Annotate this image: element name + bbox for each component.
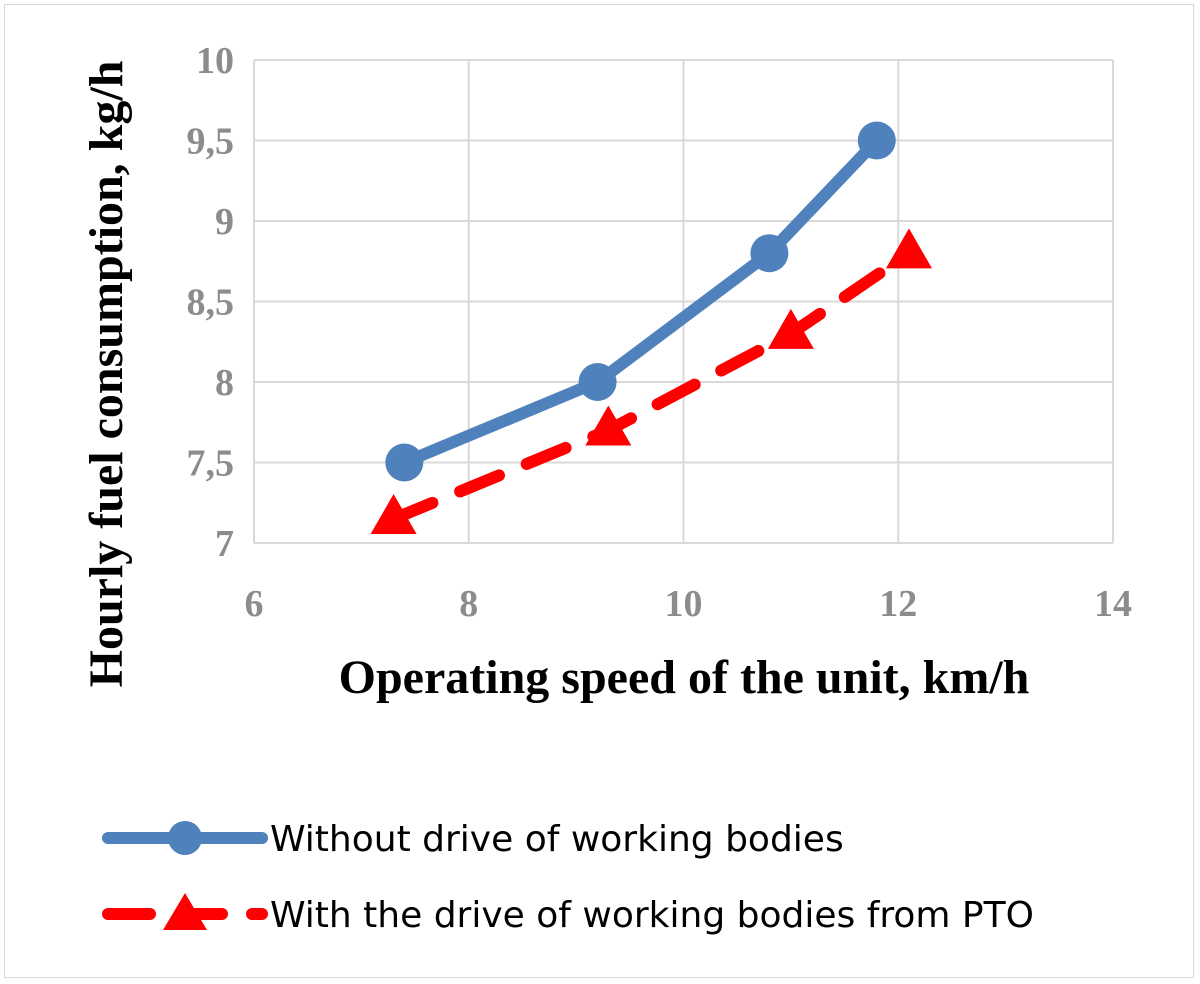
y-tick-label: 8 bbox=[215, 362, 234, 404]
y-tick-label: 8,5 bbox=[187, 282, 235, 324]
data-point-triangle bbox=[767, 308, 814, 349]
grid-lines bbox=[253, 59, 1114, 544]
y-axis-title: Hourly fuel consumption, kg/h bbox=[80, 61, 133, 688]
series-line-2 bbox=[387, 247, 915, 525]
y-tick-label: 7,5 bbox=[187, 443, 235, 485]
x-tick-label: 6 bbox=[245, 583, 264, 625]
series-line-1 bbox=[398, 134, 883, 469]
data-point-circle bbox=[750, 234, 789, 273]
y-tick-label: 10 bbox=[196, 40, 234, 82]
y-tick-label: 9,5 bbox=[187, 121, 235, 163]
x-axis-title: Operating speed of the unit, km/h bbox=[339, 651, 1030, 704]
legend-item-red: With the drive of working bodies from PT… bbox=[102, 893, 1034, 936]
data-point-circle bbox=[578, 363, 617, 401]
x-tick-label: 10 bbox=[665, 583, 703, 625]
y-tick-labels: 7 7,5 8 8,5 9 9,5 10 bbox=[187, 40, 235, 565]
y-tick-label: 9 bbox=[215, 201, 234, 243]
legend-item-blue: Without drive of working bodies bbox=[102, 819, 844, 860]
chart-frame bbox=[4, 4, 1194, 978]
data-point-triangle bbox=[585, 405, 632, 446]
legend-label-blue: Without drive of working bodies bbox=[270, 819, 844, 860]
legend-label-red: With the drive of working bodies from PT… bbox=[270, 895, 1034, 936]
y-tick-label: 7 bbox=[215, 523, 234, 565]
x-tick-label: 14 bbox=[1094, 583, 1132, 625]
data-point-circle bbox=[857, 121, 896, 160]
series-layer bbox=[370, 121, 932, 535]
x-tick-labels: 6 8 10 12 14 bbox=[245, 583, 1133, 625]
legend: Without drive of working bodies With the… bbox=[102, 819, 1034, 936]
legend-marker-triangle bbox=[163, 893, 207, 930]
data-point-circle bbox=[385, 443, 424, 482]
data-point-triangle bbox=[885, 228, 932, 269]
x-tick-label: 12 bbox=[879, 583, 917, 625]
data-point-triangle bbox=[370, 494, 417, 535]
x-tick-label: 8 bbox=[459, 583, 478, 625]
legend-marker-circle bbox=[168, 821, 202, 855]
